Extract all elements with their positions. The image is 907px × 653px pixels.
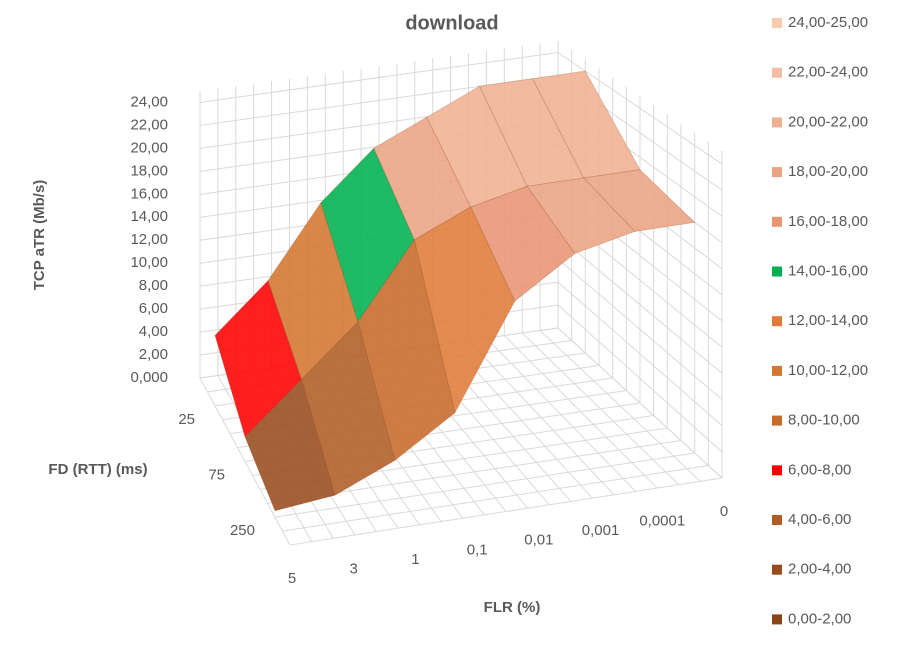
surface-patch — [582, 169, 696, 232]
legend-label: 10,00-12,00 — [788, 362, 868, 379]
z-tick-label: 10,00 — [130, 254, 168, 271]
z-tick-label: 8,00 — [139, 277, 168, 294]
x-tick-label: 0,001 — [582, 522, 620, 539]
legend-label: 16,00-18,00 — [788, 213, 868, 230]
legend-swatch — [772, 316, 782, 327]
z-tick-label: 4,00 — [139, 323, 168, 340]
surface-patch — [413, 206, 516, 414]
y-tick-label: 75 — [208, 466, 225, 483]
y-tick-label: 250 — [230, 522, 255, 539]
surface-patch — [470, 185, 576, 302]
x-tick-label: 0 — [720, 503, 728, 520]
x-tick-label: 3 — [350, 560, 358, 577]
legend-swatch — [772, 18, 782, 28]
y-axis-title: FD (RTT) (ms) — [48, 461, 147, 478]
legend-label: 14,00-16,00 — [788, 262, 868, 279]
z-tick-label: 2,00 — [139, 346, 168, 363]
legend-swatch — [772, 216, 782, 227]
legend-label: 12,00-14,00 — [788, 312, 868, 329]
x-tick-label: 0,0001 — [639, 513, 685, 530]
z-tick-label: 18,00 — [130, 162, 168, 179]
grid-line — [557, 281, 723, 427]
z-tick-label: 0,000 — [130, 369, 168, 386]
legend-swatch — [772, 365, 782, 376]
grid-line — [557, 235, 723, 374]
legend-swatch — [772, 117, 782, 128]
x-axis-title: FLR (%) — [484, 599, 541, 616]
legend-label: 0,00-2,00 — [788, 610, 851, 627]
x-tick-label: 0,01 — [524, 532, 553, 549]
legend-label: 2,00-4,00 — [788, 561, 851, 578]
grid-line — [557, 304, 723, 453]
floor-grid — [289, 477, 723, 546]
grid-line — [557, 258, 723, 400]
legend-swatch — [772, 564, 782, 575]
legend-label: 20,00-22,00 — [788, 113, 868, 130]
x-tick-label: 0,1 — [467, 541, 488, 558]
z-tick-label: 16,00 — [130, 185, 168, 202]
z-tick-label: 22,00 — [130, 116, 168, 133]
legend-swatch — [772, 167, 782, 178]
legend-label: 18,00-20,00 — [788, 163, 868, 180]
z-axis-title: TCP aTR (Mb/s) — [31, 180, 48, 291]
legend-label: 6,00-8,00 — [788, 461, 851, 478]
legend-label: 8,00-10,00 — [788, 412, 860, 429]
floor-grid — [282, 465, 709, 532]
x-tick-label: 1 — [411, 551, 419, 568]
legend-label: 22,00-24,00 — [788, 64, 868, 81]
grid-line — [557, 52, 723, 165]
legend-label: 24,00-25,00 — [788, 14, 868, 31]
z-tick-label: 12,00 — [130, 231, 168, 248]
legend-swatch — [772, 266, 782, 277]
y-tick-label: 25 — [178, 411, 195, 428]
z-tick-label: 14,00 — [130, 208, 168, 225]
legend-swatch — [772, 67, 782, 78]
z-tick-label: 20,00 — [130, 139, 168, 156]
z-tick-label: 6,00 — [139, 300, 168, 317]
floor-grid — [274, 452, 695, 518]
legend-label: 4,00-6,00 — [788, 511, 851, 528]
z-tick-label: 24,00 — [130, 93, 168, 110]
legend-swatch — [772, 515, 782, 525]
surface-patch — [244, 378, 336, 512]
legend-swatch — [772, 465, 782, 476]
x-tick-label: 5 — [288, 570, 296, 587]
legend-swatch — [772, 415, 782, 426]
grid-line — [199, 51, 559, 103]
legend-swatch — [772, 614, 782, 625]
grid-line — [557, 327, 723, 479]
chart-title: download — [405, 12, 498, 34]
